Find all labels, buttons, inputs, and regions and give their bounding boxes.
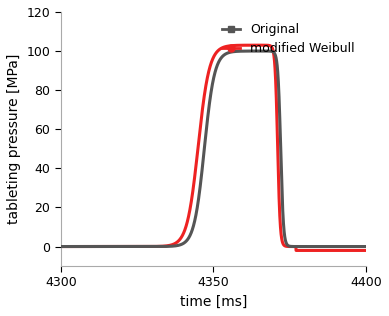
Legend: Original, modified Weibull: Original, modified Weibull (217, 18, 360, 60)
Y-axis label: tableting pressure [MPa]: tableting pressure [MPa] (7, 54, 21, 224)
X-axis label: time [ms]: time [ms] (180, 295, 247, 309)
